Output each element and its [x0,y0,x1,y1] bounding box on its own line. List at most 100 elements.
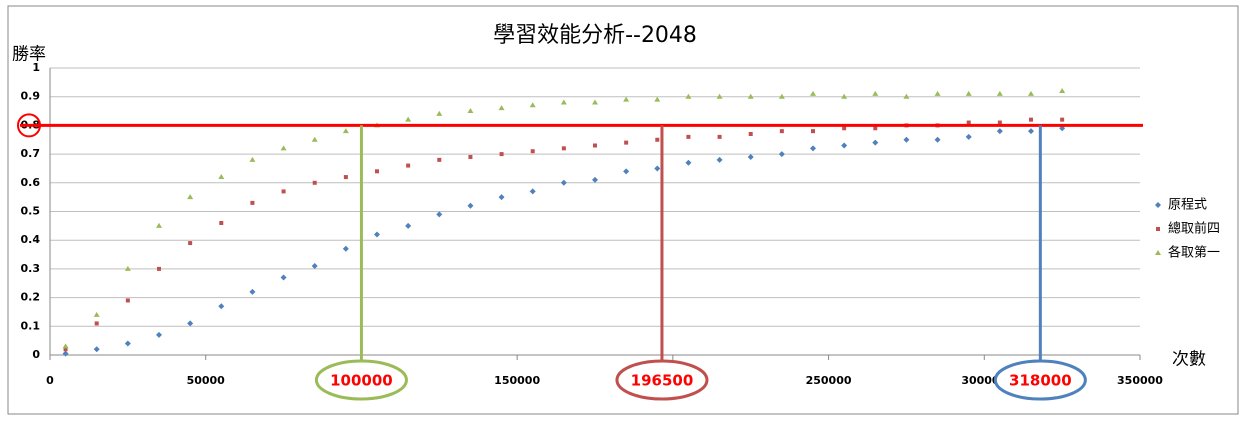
point [250,200,255,205]
point [498,105,505,111]
point [655,137,660,142]
point [716,156,723,163]
point [872,90,879,96]
point [280,274,287,281]
marker-label: 100000 [330,372,393,390]
point [62,343,69,349]
x-axis-label: 次數 [1172,350,1206,370]
point [841,142,848,149]
y-tick-label: 0 [32,348,40,361]
point [903,136,910,143]
legend-label: 總取前四 [1168,221,1220,237]
point [342,128,349,134]
point [811,129,815,134]
marker-ellipse [615,359,709,401]
point [436,211,443,218]
point [592,99,598,105]
point [996,128,1003,135]
legend-label: 各取第一 [1168,245,1220,261]
point [748,132,753,137]
point [717,134,722,139]
point [747,93,754,99]
point [125,298,130,303]
point [561,146,566,151]
x-tick-label: 250000 [806,374,852,387]
point [810,90,816,96]
point [841,93,848,99]
point [1029,117,1033,122]
point [1028,90,1034,96]
point [406,163,411,168]
point [1060,117,1065,122]
point [623,96,630,102]
x-tick-label: 50000 [187,374,226,387]
point [219,220,224,225]
point [560,99,567,105]
point [93,311,100,317]
point [965,90,972,96]
point [686,134,691,139]
point [187,320,194,327]
point [654,96,661,102]
point [716,93,723,99]
reference-circle [17,113,41,138]
point [810,145,816,152]
point [934,90,941,96]
x-tick-label: 350000 [1117,374,1163,387]
point [779,129,784,134]
point [778,151,785,158]
point [405,116,412,122]
point [1155,202,1161,208]
point [623,168,630,175]
point [1155,250,1161,255]
marker-label: 196500 [631,372,694,390]
point [188,241,193,246]
point [685,159,692,166]
legend-label: 原程式 [1168,198,1207,213]
point [157,266,161,271]
point [592,176,598,183]
point [966,120,971,125]
point [468,154,473,159]
marker-ellipse [993,359,1087,401]
point [343,175,348,180]
point [593,143,597,148]
y-tick-label: 0.5 [21,205,41,218]
point [342,245,349,252]
x-tick-label: 0 [46,374,54,387]
point [530,149,535,154]
point [62,350,69,357]
x-tick-label: 150000 [494,374,540,387]
point [94,321,99,326]
point [280,145,287,151]
point [934,136,941,143]
point [498,194,505,201]
point [156,331,162,338]
point [405,222,412,229]
point [903,93,910,99]
point [965,133,972,140]
point [499,152,504,157]
point [654,165,661,172]
point [873,126,878,131]
point [842,126,847,131]
point [1059,87,1066,93]
chart-title: 學習效能分析--2048 [493,23,697,48]
point [249,156,256,162]
y-tick-label: 0.7 [21,147,41,160]
point [872,139,879,146]
marker-ellipse [314,359,408,401]
y-tick-label: 1 [32,61,40,74]
point [311,263,318,270]
point [778,93,785,99]
point [218,174,225,180]
point [124,340,131,347]
point [1156,227,1160,231]
point [747,153,754,160]
point [374,231,380,238]
y-tick-label: 0.3 [21,262,41,275]
point [124,265,131,271]
y-tick-label: 0.2 [21,291,41,304]
point [529,188,536,195]
